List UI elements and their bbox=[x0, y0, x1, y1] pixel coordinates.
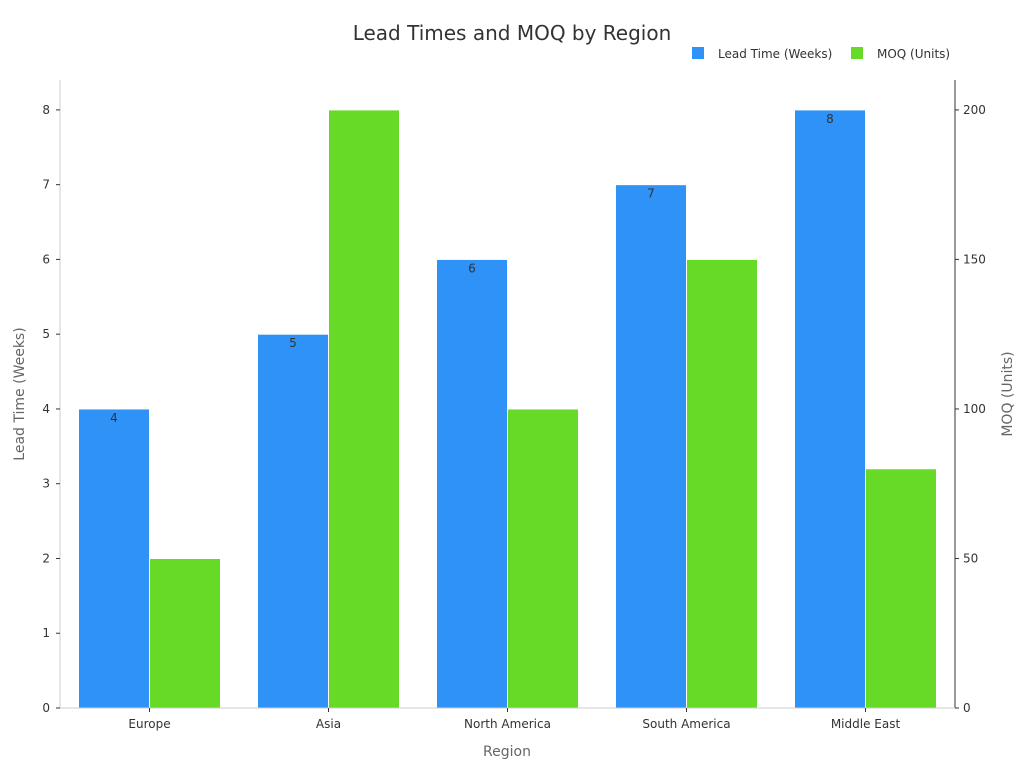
y-left-tick-label: 0 bbox=[42, 701, 50, 715]
data-label: 8 bbox=[826, 112, 834, 126]
y-left-tick-label: 7 bbox=[42, 178, 50, 192]
data-label: 6 bbox=[468, 261, 476, 275]
chart-title: Lead Times and MOQ by Region bbox=[353, 21, 672, 45]
y-left-tick-label: 5 bbox=[42, 327, 50, 341]
legend-swatch-moq bbox=[851, 47, 863, 59]
legend-label-lead-time: Lead Time (Weeks) bbox=[718, 47, 832, 61]
y-left-tick-label: 4 bbox=[42, 402, 50, 416]
x-tick-label: Asia bbox=[316, 717, 341, 731]
y-ticks-left: 0 1 2 3 4 5 6 7 8 bbox=[42, 103, 60, 715]
bar-lead-time bbox=[615, 184, 687, 709]
x-ticks: Europe Asia North America South America Midd… bbox=[128, 708, 900, 731]
y-left-tick-label: 1 bbox=[42, 626, 50, 640]
y-ticks-right: 0 50 100 150 200 bbox=[955, 103, 986, 715]
bar-lead-time bbox=[794, 109, 866, 709]
bar-moq bbox=[507, 408, 579, 709]
bar-moq bbox=[328, 109, 400, 709]
y-left-tick-label: 8 bbox=[42, 103, 50, 117]
y-right-tick-label: 100 bbox=[963, 402, 986, 416]
data-label: 4 bbox=[110, 411, 118, 425]
y-right-tick-label: 200 bbox=[963, 103, 986, 117]
data-label: 5 bbox=[289, 336, 297, 350]
data-labels: 4 5 6 7 8 bbox=[110, 112, 834, 425]
y-right-tick-label: 0 bbox=[963, 701, 971, 715]
y-axis-right-label: MOQ (Units) bbox=[1000, 351, 1016, 436]
x-tick-label: Middle East bbox=[831, 717, 901, 731]
bar-moq bbox=[865, 468, 937, 709]
bar-moq bbox=[149, 557, 221, 709]
y-right-tick-label: 50 bbox=[963, 551, 978, 565]
x-tick-label: Europe bbox=[128, 717, 170, 731]
bar-lead-time bbox=[257, 333, 329, 709]
data-label: 7 bbox=[647, 187, 655, 201]
x-axis-label: Region bbox=[483, 744, 531, 760]
bar-lead-time bbox=[436, 258, 508, 709]
bar-moq bbox=[686, 258, 758, 709]
legend-label-moq: MOQ (Units) bbox=[877, 47, 950, 61]
bar-lead-time bbox=[78, 408, 150, 709]
y-right-tick-label: 150 bbox=[963, 252, 986, 266]
y-axis-left-label: Lead Time (Weeks) bbox=[12, 327, 28, 460]
legend-swatch-lead-time bbox=[692, 47, 704, 59]
y-left-tick-label: 6 bbox=[42, 252, 50, 266]
legend: Lead Time (Weeks) MOQ (Units) bbox=[692, 47, 950, 61]
y-left-tick-label: 3 bbox=[42, 477, 50, 491]
y-left-tick-label: 2 bbox=[42, 551, 50, 565]
x-tick-label: South America bbox=[642, 717, 730, 731]
x-tick-label: North America bbox=[464, 717, 551, 731]
bars bbox=[78, 109, 937, 709]
